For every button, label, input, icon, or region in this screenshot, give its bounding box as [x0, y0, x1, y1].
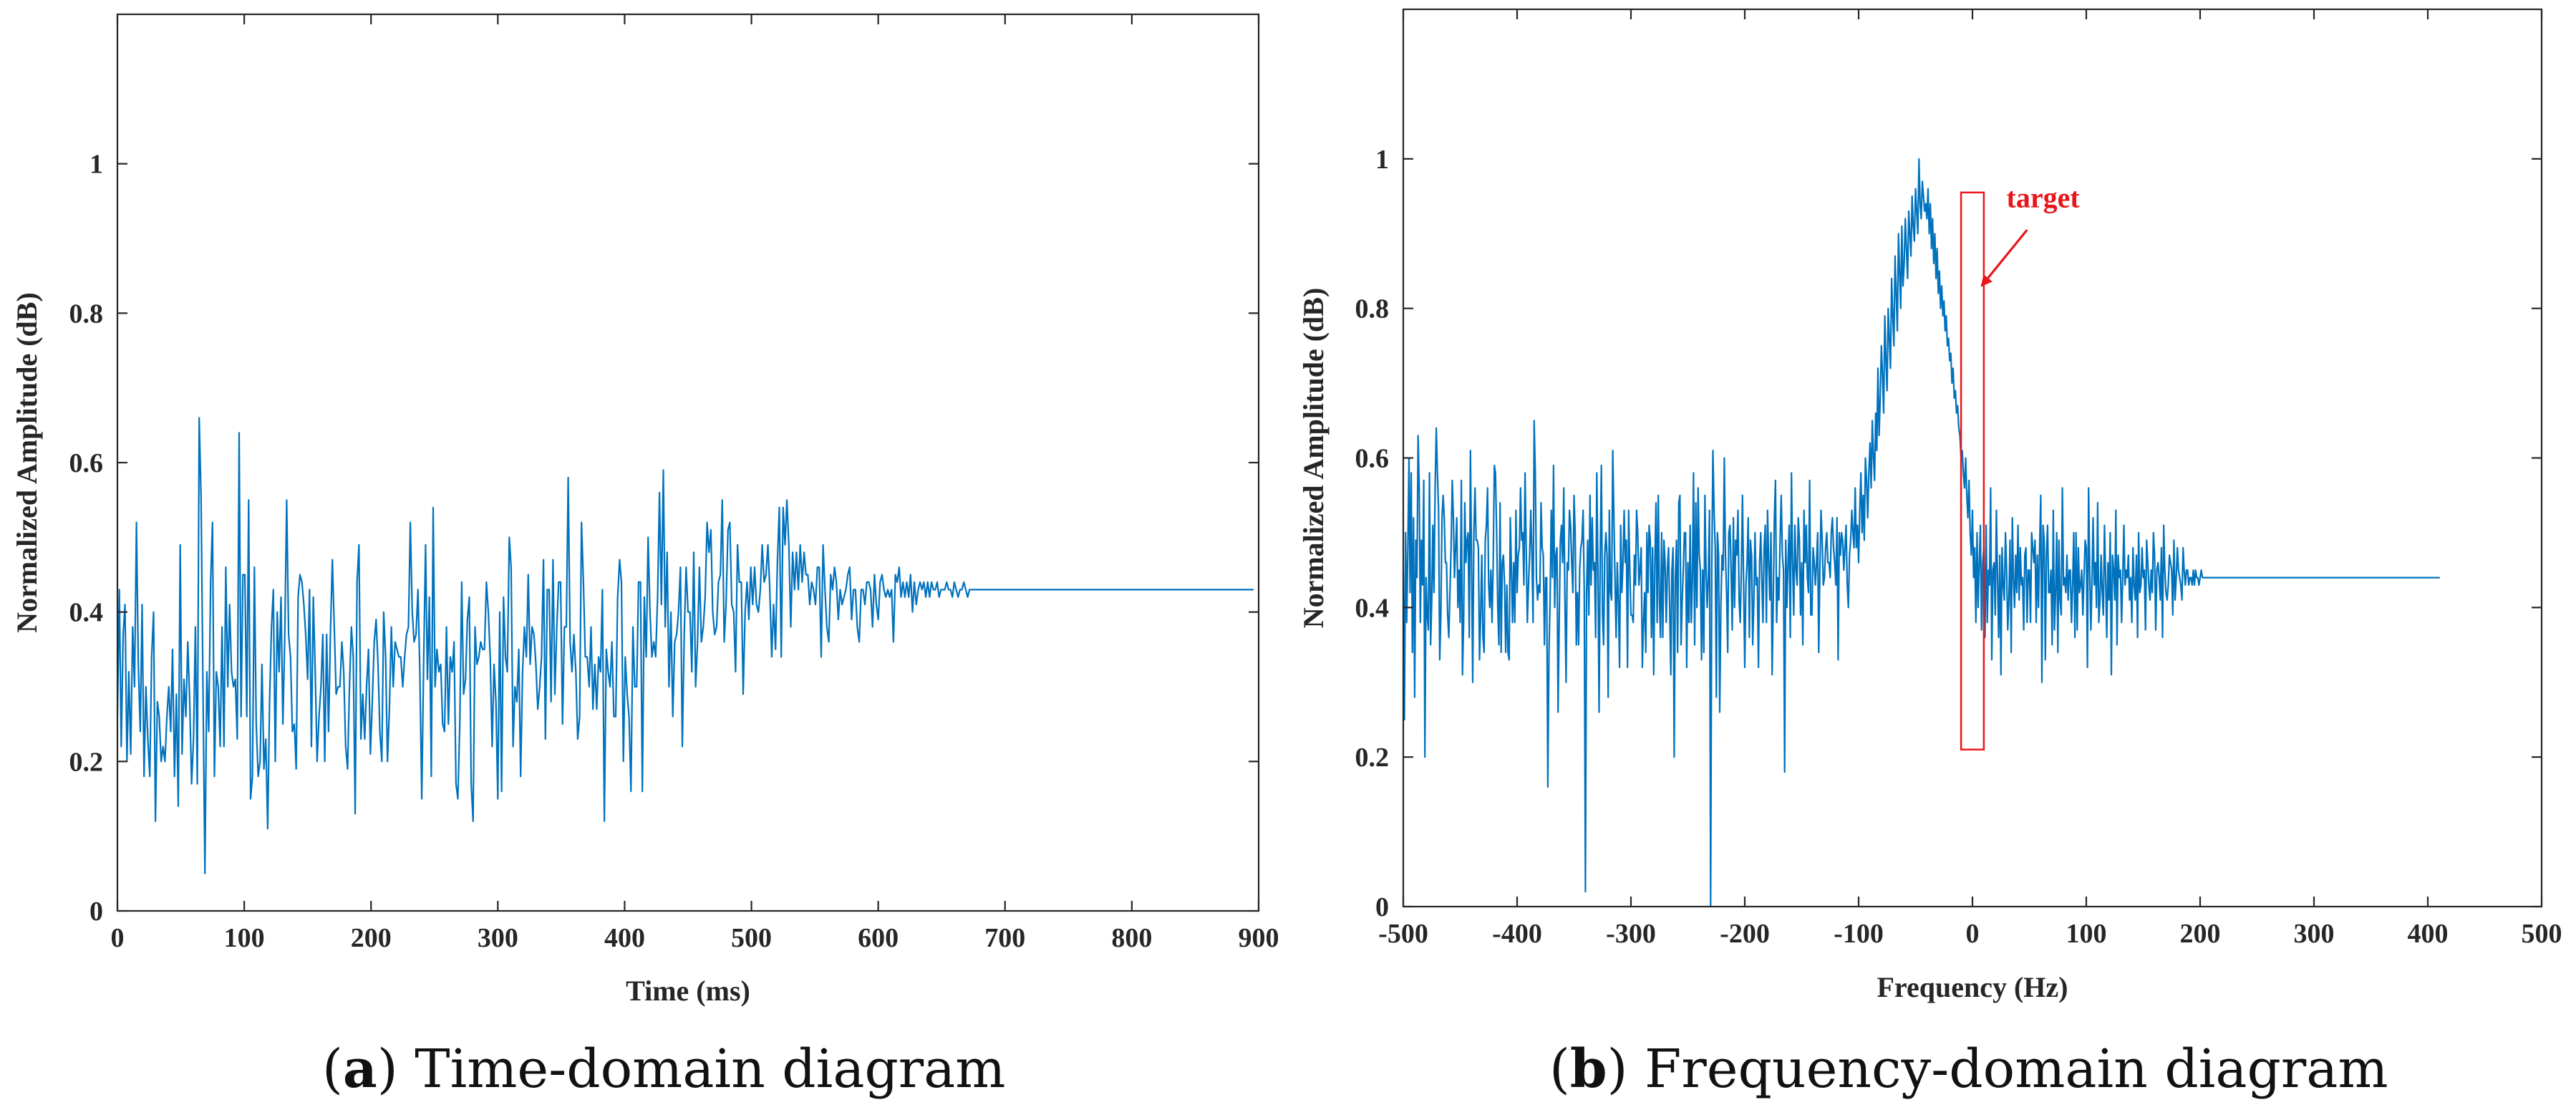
caption-letter-a: a: [343, 1038, 377, 1100]
caption-letter-b: b: [1570, 1038, 1607, 1100]
y-axis-label: Normalized Amplitude (dB): [1297, 288, 1330, 629]
y-tick-label: 0: [1375, 892, 1389, 922]
caption-paren-open-b: (: [1549, 1038, 1570, 1100]
x-tick-label: 800: [1111, 923, 1152, 953]
x-tick-label: 300: [2294, 919, 2335, 949]
y-tick-label: 0: [89, 897, 103, 927]
x-tick-label: 100: [224, 923, 265, 953]
axes-frame: [1402, 8, 2543, 908]
caption-paren-close-b: ): [1607, 1038, 1645, 1100]
x-tick-label: 200: [2180, 919, 2221, 949]
y-tick-label: 0.2: [1355, 743, 1390, 773]
y-tick-label: 0.6: [69, 448, 104, 478]
y-tick-label: 0.4: [1355, 593, 1390, 623]
x-tick-label: -200: [1720, 919, 1770, 949]
x-axis-label: Frequency (Hz): [1877, 971, 2068, 1003]
x-axis-label: Time (ms): [626, 975, 750, 1007]
target-annotation-label: target: [2007, 182, 2081, 214]
series-line-frequency-spectrum: [1402, 158, 2440, 908]
target-arrow: [1980, 228, 2028, 287]
x-tick-label: 400: [2408, 919, 2449, 949]
y-tick-label: 0.2: [69, 747, 104, 777]
y-tick-label: 1: [1375, 145, 1389, 175]
time-domain-chart: 0 100 200 300 400 500 600 700 800 900 0 0.2 0.4 0.6 0.…: [11, 13, 1279, 1007]
x-tick-label: 200: [351, 923, 392, 953]
target-highlight-box: [1960, 191, 1985, 750]
x-tick-label: 700: [984, 923, 1025, 953]
x-tick-label: -500: [1378, 919, 1428, 949]
x-tick-label: -300: [1606, 919, 1656, 949]
x-tick-label: 0: [111, 923, 125, 953]
caption-text-a: Time-domain diagram: [415, 1038, 1005, 1100]
x-tick-label: 900: [1239, 923, 1279, 953]
y-tick-label: 0.8: [69, 299, 104, 329]
caption-frequency-domain: (b) Frequency-domain diagram: [1549, 1038, 2388, 1100]
series-line-time-signal: [116, 417, 1254, 874]
x-tick-label: 400: [604, 923, 645, 953]
y-tick-label: 0.4: [69, 598, 104, 628]
x-tick-label: -100: [1834, 919, 1884, 949]
frequency-domain-chart: target -500 -400 -300 -200 -100 0 100 200 300 400 5…: [1297, 8, 2562, 1003]
svg-text:(b) Frequency-domain diagram: (b) Frequency-domain diagram: [1549, 1038, 2388, 1100]
x-tick-label: 300: [478, 923, 518, 953]
caption-text-b: Frequency-domain diagram: [1645, 1038, 2388, 1100]
caption-time-domain: (a) Time-domain diagram: [322, 1038, 1005, 1100]
y-tick-label: 0.8: [1355, 294, 1390, 324]
x-tick-label: 500: [731, 923, 772, 953]
x-tick-label: -400: [1492, 919, 1542, 949]
x-tick-label: 100: [2066, 919, 2107, 949]
x-tick-label: 500: [2522, 919, 2562, 949]
svg-text:(a) Time-domain diagram: (a) Time-domain diagram: [322, 1038, 1005, 1100]
x-tick-label: 600: [858, 923, 899, 953]
x-tick-label: 0: [1966, 919, 1980, 949]
caption-paren-open-a: (: [322, 1038, 343, 1100]
axes-frame: [116, 13, 1260, 912]
y-tick-label: 0.6: [1355, 444, 1390, 474]
y-axis-label: Normalized Amplitude (dB): [11, 292, 43, 633]
y-tick-label: 1: [89, 150, 103, 180]
caption-paren-close-a: ): [377, 1038, 415, 1100]
